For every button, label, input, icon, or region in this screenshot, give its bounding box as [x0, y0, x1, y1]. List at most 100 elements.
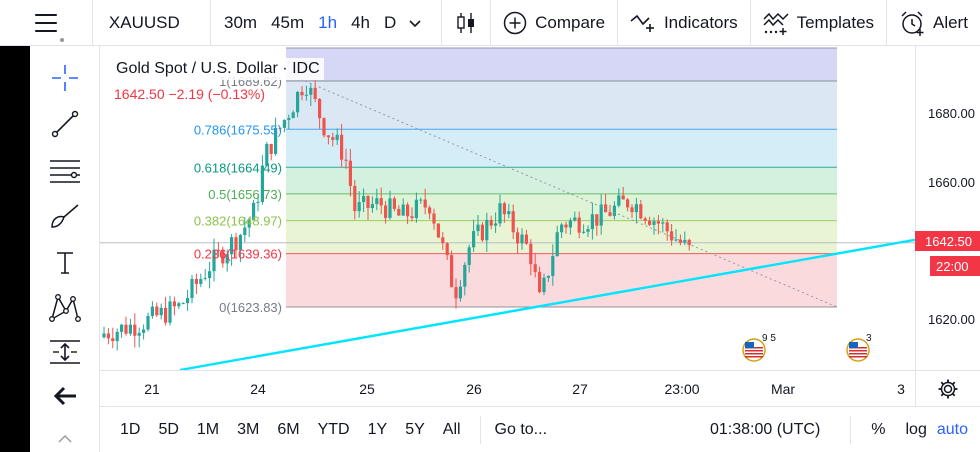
range-6m[interactable]: 6M	[277, 420, 300, 438]
legend-title[interactable]: Gold Spot / U.S. Dollar · IDC	[112, 58, 324, 80]
compare-button[interactable]: Compare	[491, 0, 617, 46]
range-1d[interactable]: 1D	[120, 420, 141, 438]
hamburger-icon	[34, 13, 57, 32]
menu-button[interactable]	[0, 0, 93, 46]
us-flag-icon[interactable]: 3	[846, 333, 872, 362]
fib-level-label: 0.618(1664.49)	[194, 160, 282, 175]
price-axis[interactable]: 1680.00 1660.00 1620.00	[915, 46, 980, 370]
candle-body	[617, 195, 621, 206]
candle-body	[516, 232, 520, 244]
event-count-label: 3	[866, 333, 872, 344]
alarm-clock-icon	[901, 10, 924, 36]
timeframe-group: 30m 45m 1h 4h D	[211, 0, 441, 46]
fib-extension-zone	[286, 48, 837, 81]
candle-body	[494, 223, 498, 226]
time-tick-label: 25	[359, 381, 375, 397]
candle-body	[564, 224, 568, 228]
trend-line-tool[interactable]	[30, 104, 100, 144]
timezone-clock[interactable]: 01:38:00 (UTC)	[710, 420, 821, 438]
candle-body	[388, 198, 392, 218]
candle-body	[247, 220, 251, 228]
range-ytd[interactable]: YTD	[317, 420, 350, 438]
candle-body	[234, 237, 238, 251]
price-chart[interactable]: 1(1689.62)0.786(1675.55)0.618(1664.49)0.…	[100, 46, 915, 370]
candle-body	[533, 264, 537, 273]
log-scale-toggle[interactable]: log	[905, 420, 927, 438]
brush-tool[interactable]	[30, 196, 100, 236]
fib-zone	[286, 253, 837, 307]
chart-type-button[interactable]	[442, 0, 490, 46]
candle-body	[661, 222, 665, 224]
candle-body	[419, 199, 423, 201]
time-tick-label: Mar	[770, 381, 796, 397]
goto-button[interactable]: Go to...	[494, 420, 548, 438]
auto-scale-toggle[interactable]: auto	[936, 420, 968, 438]
measure-icon	[50, 340, 80, 364]
candle-body	[406, 204, 410, 217]
bar-countdown-tag: 22:00	[930, 256, 980, 276]
alert-label: Alert	[932, 12, 968, 32]
us-flag-icon[interactable]: 9 5	[742, 333, 776, 362]
range-5d[interactable]: 5D	[158, 420, 179, 438]
alert-button[interactable]: Alert	[887, 0, 980, 46]
measure-tool[interactable]	[30, 332, 100, 372]
range-1y[interactable]: 1Y	[367, 420, 388, 438]
candle-body	[568, 220, 572, 228]
text-icon	[57, 252, 73, 274]
candle-body	[436, 223, 440, 238]
crosshair-tool[interactable]	[30, 58, 100, 98]
candle-body	[555, 232, 559, 257]
range-5y[interactable]: 5Y	[405, 420, 425, 438]
timeframe-dropdown-chevron-icon[interactable]	[403, 13, 435, 33]
candle-body	[401, 204, 405, 216]
candle-body	[612, 205, 616, 216]
templates-label: Templates	[796, 12, 875, 32]
candle-body	[432, 213, 436, 224]
divider	[617, 0, 618, 46]
candle-body	[476, 224, 480, 232]
text-tool[interactable]	[30, 242, 100, 282]
candle-body	[507, 211, 511, 215]
chart-settings-button[interactable]	[915, 370, 980, 406]
candle-body	[502, 203, 506, 215]
back-tool[interactable]	[30, 376, 100, 416]
candle-body	[590, 214, 594, 230]
expand-toolbar-button[interactable]	[30, 426, 100, 452]
fib-retracement-tool[interactable]	[30, 150, 100, 190]
symbol-search-button[interactable]: XAUUSD	[108, 12, 180, 32]
indicators-button[interactable]: Indicators	[618, 0, 750, 46]
candle-body	[410, 216, 414, 218]
chart-pane[interactable]: 1(1689.62) 0.786(1675.55) 0.618(1664.49) 0.…	[100, 46, 915, 370]
fib-lines-icon	[50, 160, 80, 183]
candle-body	[573, 217, 577, 221]
candle-body	[463, 264, 467, 287]
candle-body	[300, 91, 304, 96]
percent-scale-toggle[interactable]: %	[871, 420, 886, 438]
compare-label: Compare	[535, 12, 606, 32]
candle-body	[454, 287, 458, 299]
candle-body	[260, 165, 264, 203]
drawing-toolbar	[30, 46, 100, 452]
candle-body	[414, 199, 418, 218]
price-tick-label: 1620.00	[928, 312, 975, 327]
candle-body	[353, 185, 357, 212]
candle-body	[524, 234, 528, 244]
timeframe-d[interactable]: D	[383, 12, 397, 32]
candle-body	[428, 207, 432, 214]
timeframe-1h[interactable]: 1h	[318, 12, 338, 32]
range-3m[interactable]: 3M	[237, 420, 260, 438]
candle-body	[115, 331, 119, 342]
candle-body	[665, 222, 669, 232]
timeframe-4h[interactable]: 4h	[351, 12, 370, 32]
candle-body	[656, 221, 660, 224]
timeframe-45m[interactable]: 45m	[271, 12, 305, 32]
timeframe-30m[interactable]: 30m	[223, 12, 258, 32]
candle-body	[445, 243, 449, 256]
candle-body	[256, 202, 260, 204]
templates-button[interactable]: Templates	[751, 0, 886, 46]
pattern-tool[interactable]	[30, 288, 100, 328]
time-axis[interactable]: 21 24 25 26 27 23:00 Mar 3	[100, 370, 915, 406]
range-all[interactable]: All	[442, 420, 461, 438]
candle-body	[137, 332, 141, 336]
range-1m[interactable]: 1M	[196, 420, 220, 438]
